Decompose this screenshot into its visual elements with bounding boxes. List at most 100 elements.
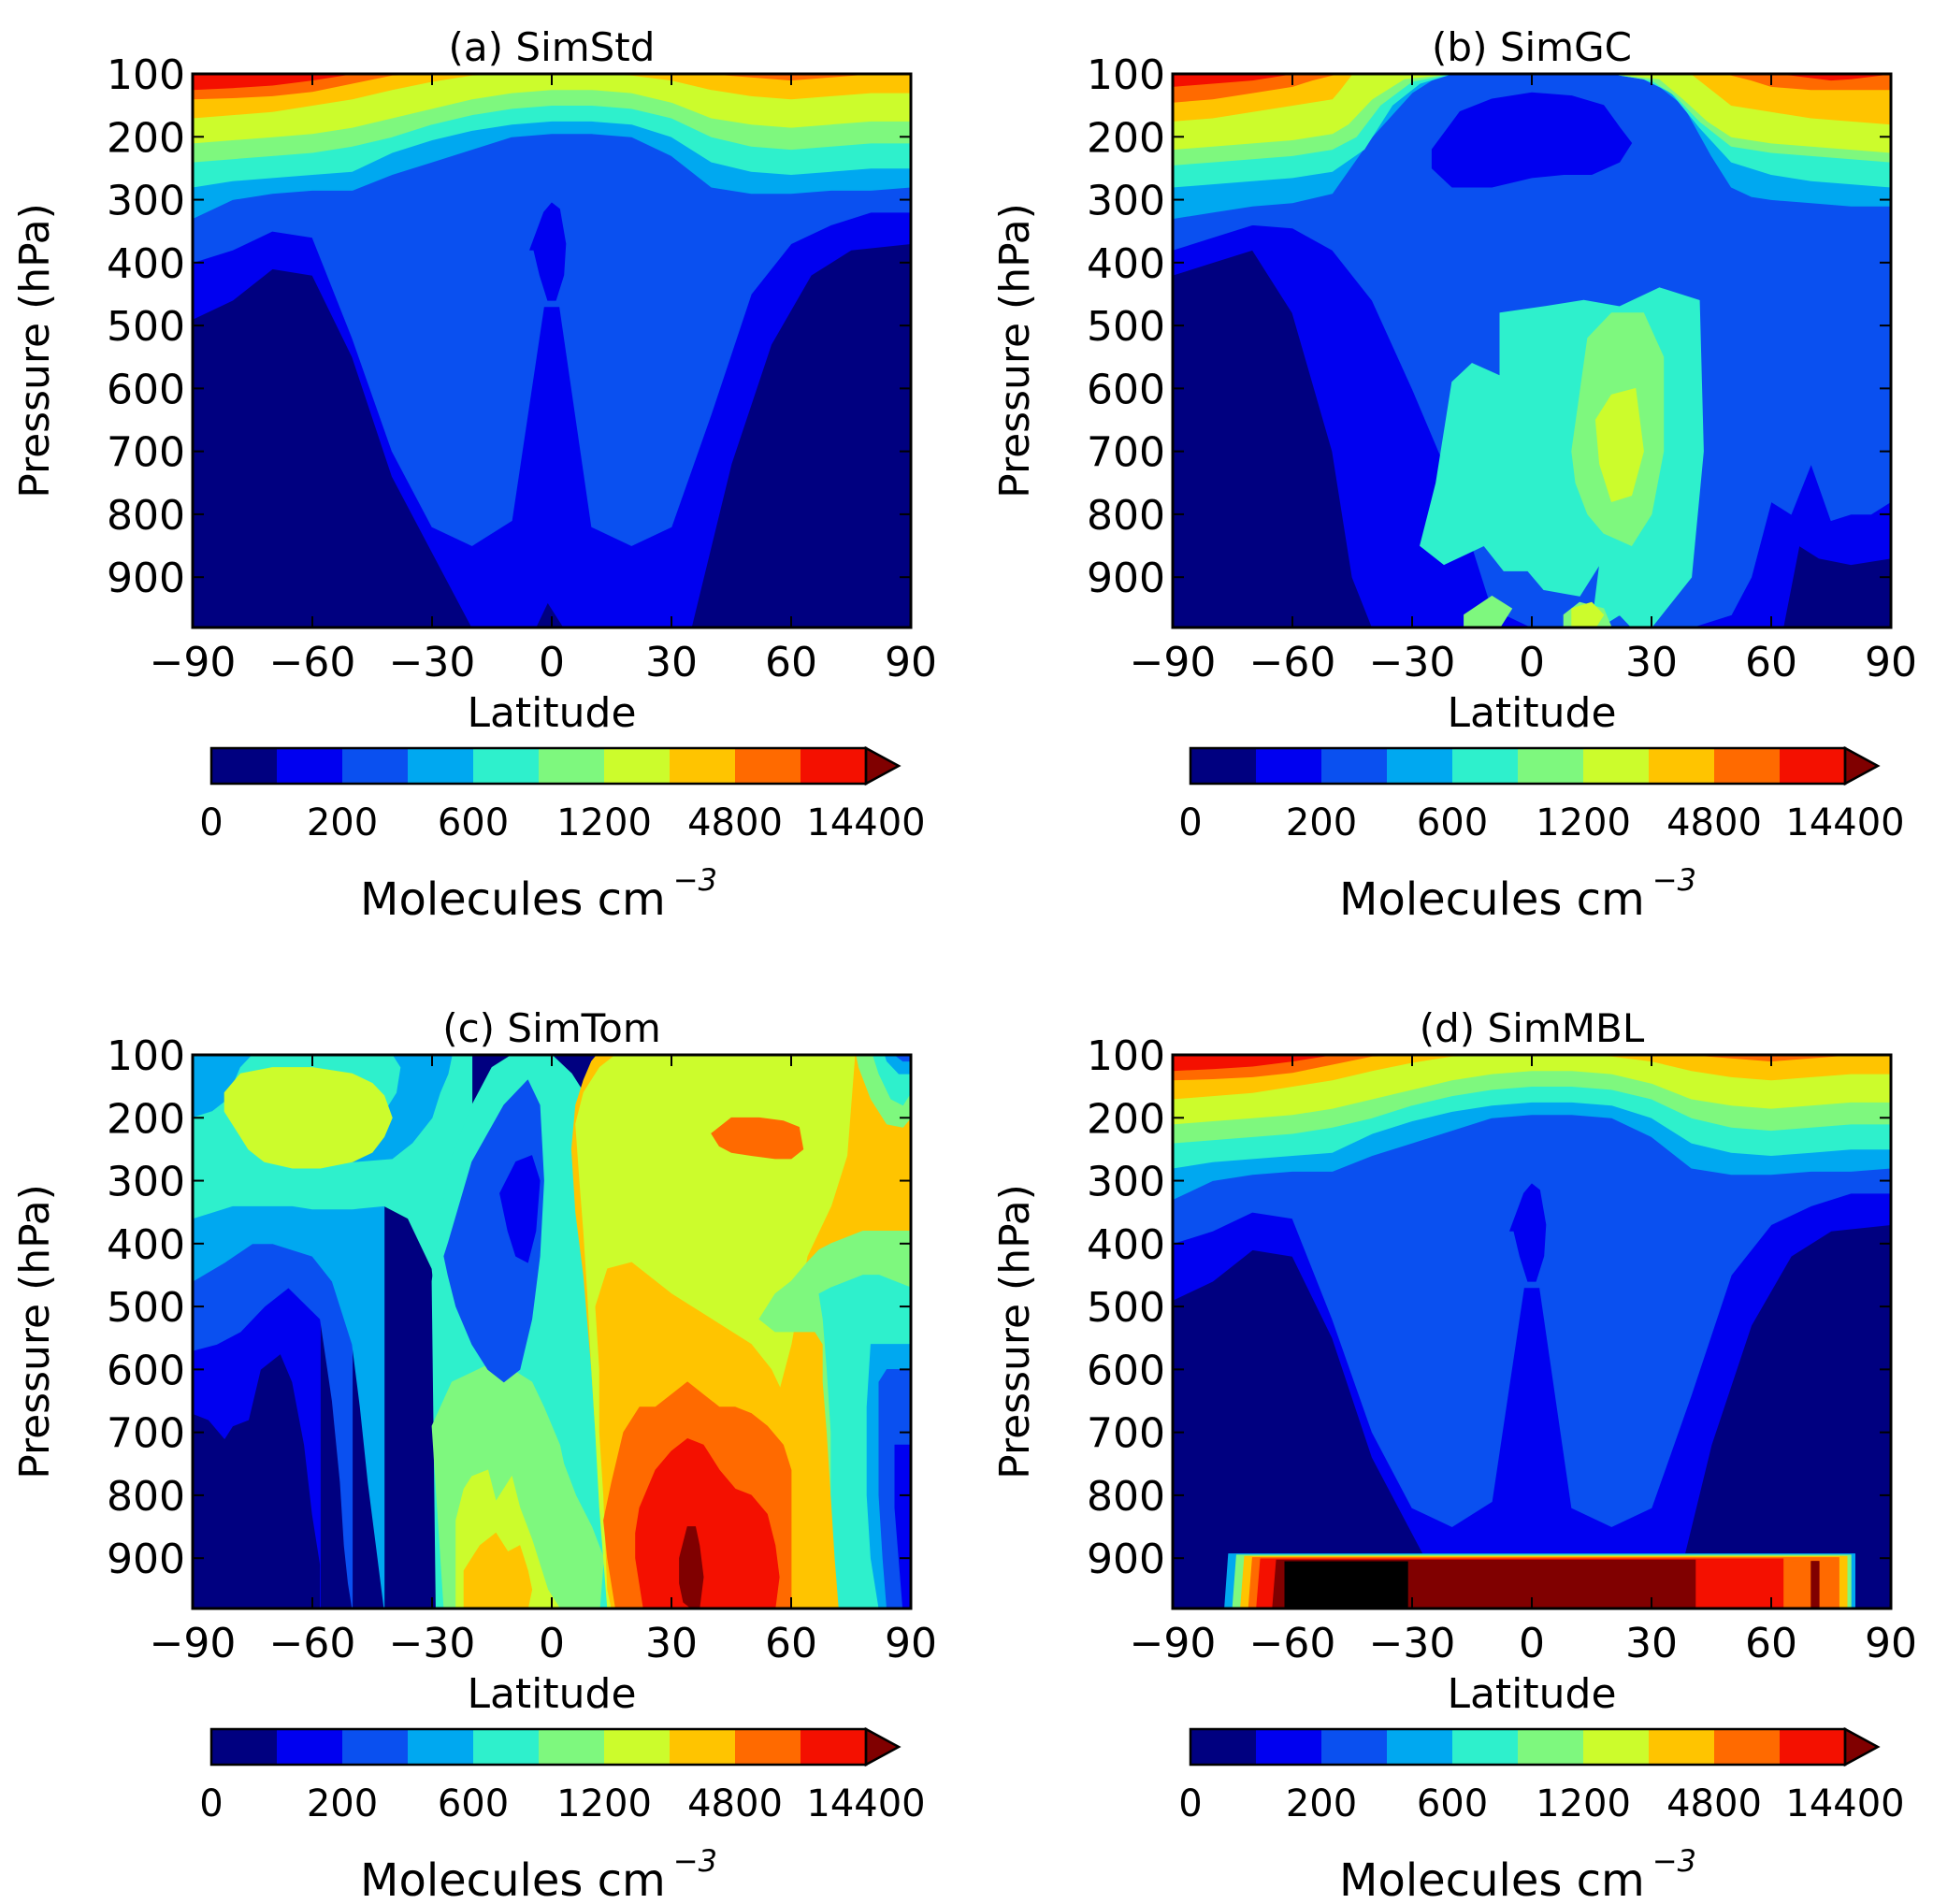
y-tick-label: 100 xyxy=(1087,1032,1165,1080)
x-tick-label: 60 xyxy=(765,639,817,686)
x-tick-label: 30 xyxy=(645,1620,698,1667)
colorbar-swatch xyxy=(1190,1729,1257,1765)
contour-band xyxy=(1173,1055,1891,1072)
colorbar-swatch xyxy=(1452,1729,1519,1765)
colorbar-tick-label: 200 xyxy=(307,1782,378,1825)
y-tick-label: 900 xyxy=(1087,1536,1165,1583)
colorbar-label-text: Molecules cm xyxy=(1339,1854,1645,1904)
colorbar-label-exponent: −3 xyxy=(1652,862,1696,898)
contour-patch xyxy=(1509,1183,1547,1282)
y-axis-label: Pressure (hPa) xyxy=(991,203,1039,498)
y-tick-label: 500 xyxy=(1087,303,1165,351)
colorbar-swatch xyxy=(1714,748,1781,784)
colorbar-swatch xyxy=(1714,1729,1781,1765)
x-tick-label: −60 xyxy=(269,639,356,686)
colorbar-frame xyxy=(209,1727,868,1767)
colorbar-swatch xyxy=(1321,1729,1388,1765)
x-tick-label: 60 xyxy=(1745,639,1797,686)
x-tick-label: −90 xyxy=(150,1620,237,1667)
colorbar-swatch xyxy=(1583,1729,1650,1765)
colorbar-swatch xyxy=(1256,1729,1322,1765)
colorbar: 0 200 600 1200 4800 14400 Molecules cm −3 xyxy=(199,1726,926,1904)
contour-patch xyxy=(711,1117,804,1160)
colorbar-swatch xyxy=(1583,748,1650,784)
panel-4: (d) SimMBL−90 −60 −30 0 30 60 90Latitude100200… xyxy=(991,1005,1917,1904)
colorbar-label-exponent: −3 xyxy=(1652,1843,1696,1879)
contour-patch xyxy=(224,1067,393,1169)
colorbar-swatch xyxy=(211,748,278,784)
y-axis-label: Pressure (hPa) xyxy=(11,203,59,498)
colorbar-label: Molecules cm −3 xyxy=(1339,862,1696,926)
colorbar-label: Molecules cm −3 xyxy=(360,862,717,926)
y-tick-label: 400 xyxy=(107,1221,185,1269)
colorbar-tick-label: 0 xyxy=(199,1782,223,1825)
contour-band xyxy=(1173,74,1891,153)
y-tick-label: 800 xyxy=(1087,492,1165,540)
y-tick-label: 600 xyxy=(1087,1347,1165,1394)
contour-patch xyxy=(1810,1561,1820,1608)
colorbar-tick-label: 1200 xyxy=(556,1782,652,1825)
y-tick-label: 700 xyxy=(107,429,185,477)
colorbar-frame xyxy=(1189,1727,1847,1767)
colorbar-swatch xyxy=(1256,748,1322,784)
contour-patch xyxy=(1284,1561,1408,1608)
colorbar-label-text: Molecules cm xyxy=(360,873,666,926)
colorbar-tick-label: 0 xyxy=(1178,1782,1202,1825)
x-axis-label: Latitude xyxy=(467,1670,636,1718)
y-tick-label: 600 xyxy=(1087,366,1165,413)
colorbar-swatch xyxy=(1190,748,1257,784)
x-tick-label: 90 xyxy=(885,1620,937,1667)
panel-title: (d) SimMBL xyxy=(1420,1005,1645,1051)
x-axis-label: Latitude xyxy=(1447,689,1616,737)
colorbar-swatch xyxy=(408,748,474,784)
y-tick-label: 900 xyxy=(107,555,185,602)
colorbar-extend-arrow xyxy=(864,745,902,786)
colorbar-tick-label: 4800 xyxy=(1666,801,1762,844)
colorbar-swatch xyxy=(604,748,671,784)
colorbar-swatch xyxy=(604,1729,671,1765)
contour-patch xyxy=(1431,92,1633,188)
colorbar-tick-label: 14400 xyxy=(1785,1782,1904,1825)
x-tick-label: 30 xyxy=(1625,639,1678,686)
colorbar-tick-label: 600 xyxy=(1417,801,1488,844)
colorbar-swatch xyxy=(473,1729,540,1765)
y-tick-label: 300 xyxy=(107,178,185,225)
x-axis-label: Latitude xyxy=(1447,1670,1616,1718)
x-tick-label: −60 xyxy=(269,1620,356,1667)
contour-patch xyxy=(463,1532,533,1608)
colorbar-label-exponent: −3 xyxy=(673,862,717,898)
y-tick-label: 900 xyxy=(1087,555,1165,602)
colorbar-extend-arrow xyxy=(864,1726,902,1767)
colorbar-swatch xyxy=(735,748,801,784)
contour-band xyxy=(193,74,911,546)
colorbar-swatch xyxy=(1649,1729,1715,1765)
y-tick-label: 600 xyxy=(107,1347,185,1394)
x-tick-label: 30 xyxy=(645,639,698,686)
x-tick-label: 0 xyxy=(1519,1620,1545,1667)
x-tick-label: 90 xyxy=(1865,639,1917,686)
plot-area xyxy=(193,1055,911,1608)
colorbar-tick-label: 0 xyxy=(1178,801,1202,844)
y-tick-label: 400 xyxy=(1087,240,1165,288)
colorbar-tick-label: 14400 xyxy=(806,801,925,844)
colorbar: 0 200 600 1200 4800 14400 Molecules cm −3 xyxy=(1178,745,1905,926)
y-tick-label: 300 xyxy=(1087,1159,1165,1206)
x-tick-label: 0 xyxy=(539,639,565,686)
contour-patch xyxy=(679,1526,704,1608)
colorbar-extend-arrow xyxy=(1843,745,1881,786)
y-tick-label: 700 xyxy=(107,1410,185,1458)
y-axis-label: Pressure (hPa) xyxy=(11,1184,59,1479)
x-tick-label: −30 xyxy=(1369,1620,1456,1667)
colorbar-swatch xyxy=(1518,748,1584,784)
y-tick-label: 200 xyxy=(107,1095,185,1143)
colorbar: 0 200 600 1200 4800 14400 Molecules cm −3 xyxy=(1178,1726,1905,1904)
colorbar: 0 200 600 1200 4800 14400 Molecules cm −3 xyxy=(199,745,926,926)
contour-patch xyxy=(894,1444,911,1608)
colorbar-swatch xyxy=(670,1729,736,1765)
colorbar-swatch xyxy=(1387,748,1453,784)
colorbar-tick-label: 0 xyxy=(199,801,223,844)
contour-band xyxy=(1173,1055,1891,1527)
colorbar-tick-label: 4800 xyxy=(687,801,783,844)
y-tick-label: 500 xyxy=(107,303,185,351)
